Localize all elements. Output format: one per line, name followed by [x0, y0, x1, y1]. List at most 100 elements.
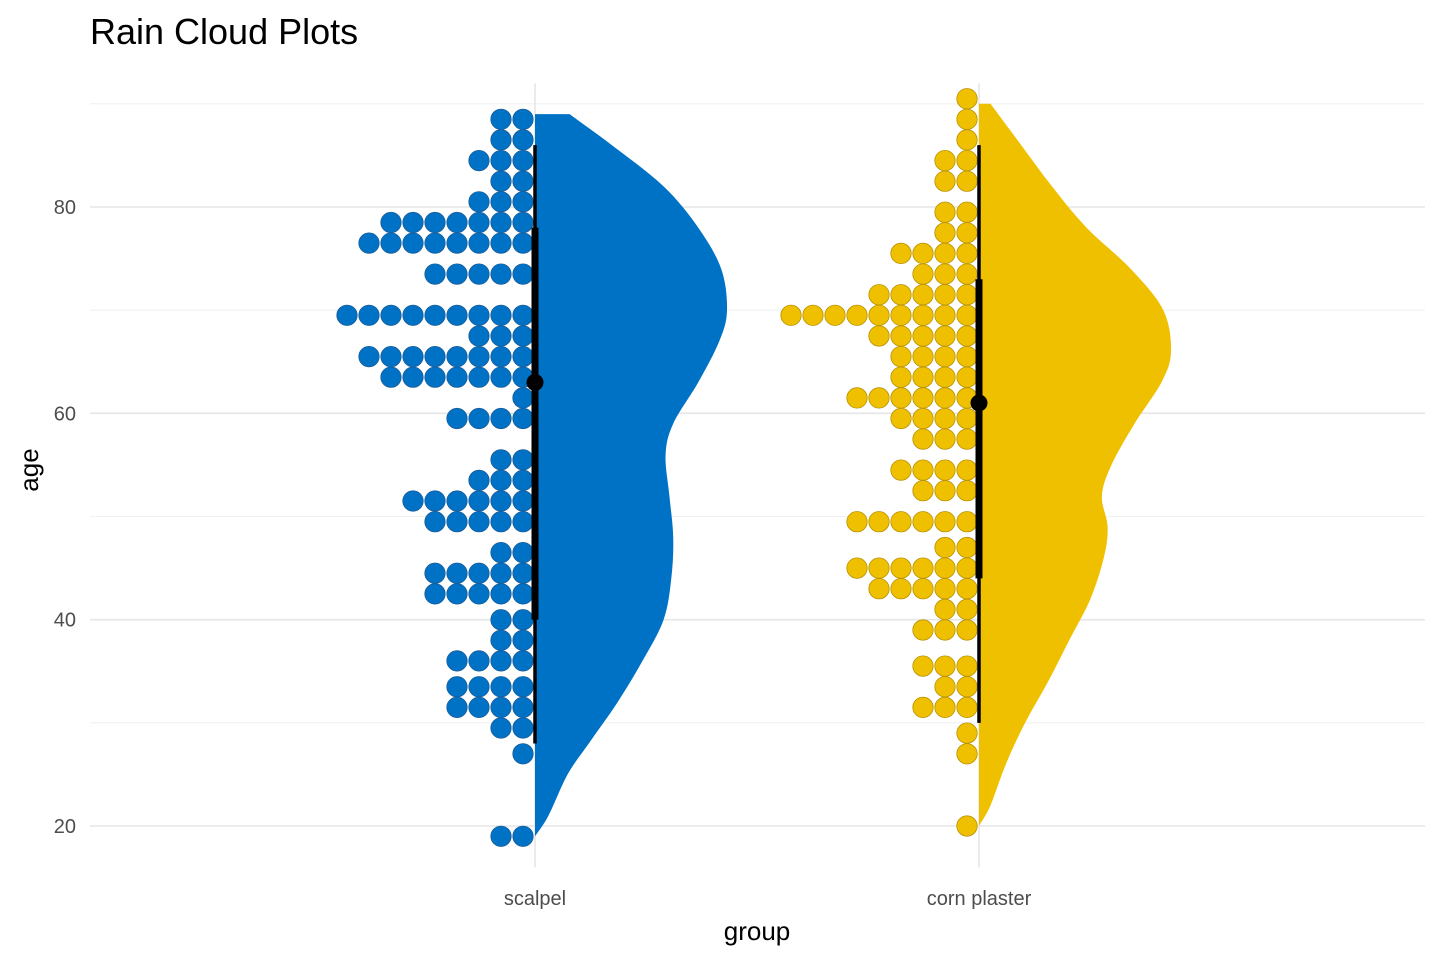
- y-axis-title: age: [14, 448, 44, 491]
- data-point: [490, 629, 512, 651]
- data-point: [956, 557, 978, 579]
- data-point: [512, 469, 534, 491]
- data-point: [468, 211, 490, 234]
- data-point: [424, 345, 446, 368]
- data-point: [934, 480, 956, 502]
- data-point: [512, 304, 534, 326]
- data-point: [912, 459, 934, 481]
- data-point: [490, 562, 512, 584]
- data-point: [446, 366, 468, 388]
- data-point: [468, 676, 490, 698]
- data-point: [512, 449, 534, 471]
- density-layer: [535, 103, 1172, 837]
- data-point: [424, 263, 446, 285]
- data-point: [912, 655, 934, 677]
- data-point: [846, 557, 868, 579]
- data-point: [446, 263, 468, 285]
- data-point: [512, 629, 534, 651]
- data-point: [512, 490, 534, 512]
- data-point: [912, 345, 934, 368]
- data-point: [912, 407, 934, 430]
- data-point: [912, 284, 934, 306]
- data-point: [490, 407, 512, 430]
- data-point: [912, 242, 934, 264]
- data-point: [956, 619, 978, 641]
- data-point: [934, 655, 956, 677]
- data-point: [424, 304, 446, 326]
- data-point: [446, 232, 468, 254]
- data-point: [956, 578, 978, 600]
- data-point: [424, 366, 446, 388]
- data-point: [468, 232, 490, 254]
- data-point: [446, 511, 468, 533]
- interval-layer: [526, 145, 988, 744]
- data-point: [380, 211, 402, 234]
- data-point: [934, 696, 956, 719]
- data-point: [490, 469, 512, 491]
- data-point: [956, 428, 978, 450]
- chart-title: Rain Cloud Plots: [90, 11, 358, 52]
- data-point: [512, 387, 534, 409]
- data-point: [934, 578, 956, 600]
- data-point: [490, 108, 512, 130]
- y-tick-label: 20: [54, 816, 76, 838]
- median-point: [526, 373, 544, 391]
- data-point: [402, 490, 424, 512]
- data-point: [402, 232, 424, 254]
- data-point: [846, 511, 868, 533]
- data-point: [890, 557, 912, 579]
- data-point: [934, 407, 956, 430]
- data-point: [824, 304, 846, 326]
- data-point: [890, 407, 912, 430]
- data-point: [490, 263, 512, 285]
- data-point: [868, 325, 890, 347]
- data-point: [512, 345, 534, 368]
- data-point: [956, 88, 978, 110]
- data-point: [490, 676, 512, 698]
- data-point: [512, 609, 534, 631]
- data-point: [446, 583, 468, 605]
- data-point: [424, 211, 446, 234]
- data-point: [490, 129, 512, 151]
- data-point: [468, 345, 490, 368]
- data-point: [912, 366, 934, 388]
- data-point: [468, 407, 490, 430]
- data-point: [890, 345, 912, 368]
- data-point: [912, 428, 934, 450]
- data-point: [512, 407, 534, 430]
- data-point: [934, 284, 956, 306]
- y-tick-label: 60: [54, 403, 76, 425]
- data-point: [490, 449, 512, 471]
- median-point: [970, 394, 988, 412]
- data-point: [956, 459, 978, 481]
- data-point: [956, 345, 978, 368]
- data-point: [424, 511, 446, 533]
- data-point: [934, 619, 956, 641]
- data-point: [468, 150, 490, 172]
- data-point: [490, 825, 512, 847]
- data-point: [956, 511, 978, 533]
- data-point: [512, 825, 534, 847]
- data-point: [934, 150, 956, 172]
- data-point: [956, 480, 978, 502]
- data-point: [934, 345, 956, 368]
- density-cloud: [535, 114, 728, 837]
- data-point: [956, 676, 978, 698]
- data-point: [890, 511, 912, 533]
- data-point: [846, 304, 868, 326]
- data-point: [490, 345, 512, 368]
- data-point: [512, 325, 534, 347]
- data-point: [890, 242, 912, 264]
- data-point: [934, 366, 956, 388]
- data-point: [890, 304, 912, 326]
- data-point: [934, 459, 956, 481]
- data-point: [934, 428, 956, 450]
- data-point: [468, 263, 490, 285]
- data-point: [890, 459, 912, 481]
- data-point: [912, 387, 934, 409]
- data-point: [934, 511, 956, 533]
- data-point: [336, 304, 358, 326]
- data-point: [956, 170, 978, 192]
- data-point: [956, 129, 978, 151]
- data-point: [380, 232, 402, 254]
